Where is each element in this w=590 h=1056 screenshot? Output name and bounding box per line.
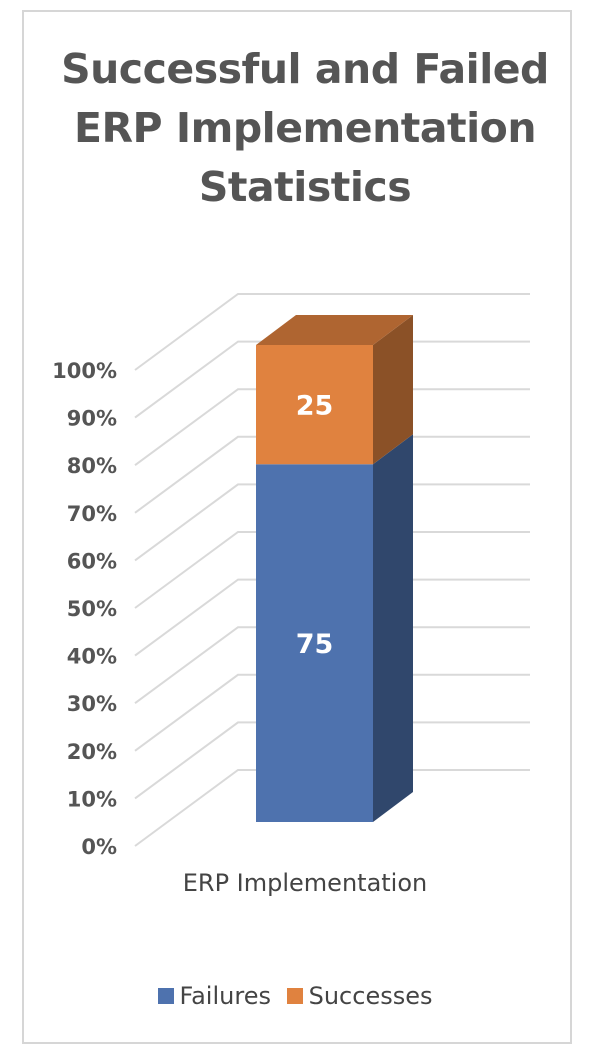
gridline <box>134 578 530 657</box>
y-tick-label: 50% <box>67 597 117 621</box>
bar-failures-front <box>256 464 373 822</box>
chart-title-line-3: Statistics <box>198 163 412 211</box>
legend-swatch-failures <box>157 988 174 1004</box>
gridlines <box>134 293 530 847</box>
chart-title-line-1: Successful and Failed <box>61 45 549 93</box>
gridline <box>134 769 530 847</box>
y-tick-label: 90% <box>67 407 117 431</box>
gridline <box>134 531 530 609</box>
gridline <box>134 673 530 752</box>
y-tick-label: 0% <box>81 835 117 859</box>
bar-failures-side <box>373 434 413 822</box>
legend-item-failures: Failures <box>157 982 271 1010</box>
legend-swatch-successes <box>286 988 303 1004</box>
y-tick-label: 70% <box>67 502 117 526</box>
y-tick-label: 100% <box>52 359 117 383</box>
gridline <box>134 435 530 514</box>
y-axis-ticks: 0% 10% 20% 30% 40% 50% 60% 70% 80% 90% 100% <box>52 359 117 859</box>
legend-label-failures: Failures <box>179 982 271 1010</box>
data-labels: 75 25 <box>296 391 334 661</box>
x-category-label: ERP Implementation <box>183 869 428 897</box>
chart-title-line-2: ERP Implementation <box>73 104 537 152</box>
legend: Failures Successes <box>0 982 590 1010</box>
bar-successes-top <box>256 315 413 345</box>
gridline <box>134 293 530 371</box>
bar-stack <box>256 315 413 822</box>
gridline <box>134 626 530 705</box>
y-tick-label: 30% <box>67 692 117 716</box>
gridline <box>134 483 530 562</box>
legend-label-successes: Successes <box>308 982 433 1010</box>
bar-successes-front <box>256 345 373 465</box>
y-tick-label: 60% <box>67 549 117 573</box>
chart-title: Successful and Failed ERP Implementation… <box>40 40 570 217</box>
gridline <box>134 721 530 800</box>
data-label-failures: 75 <box>296 629 334 660</box>
data-label-successes: 25 <box>296 391 334 422</box>
y-tick-label: 10% <box>67 787 117 811</box>
bar-successes-side <box>373 315 413 465</box>
gridline <box>134 340 530 419</box>
gridline <box>134 388 530 467</box>
y-tick-label: 80% <box>67 454 117 478</box>
y-tick-label: 20% <box>67 740 117 764</box>
y-tick-label: 40% <box>67 645 117 669</box>
legend-item-successes: Successes <box>286 982 433 1010</box>
